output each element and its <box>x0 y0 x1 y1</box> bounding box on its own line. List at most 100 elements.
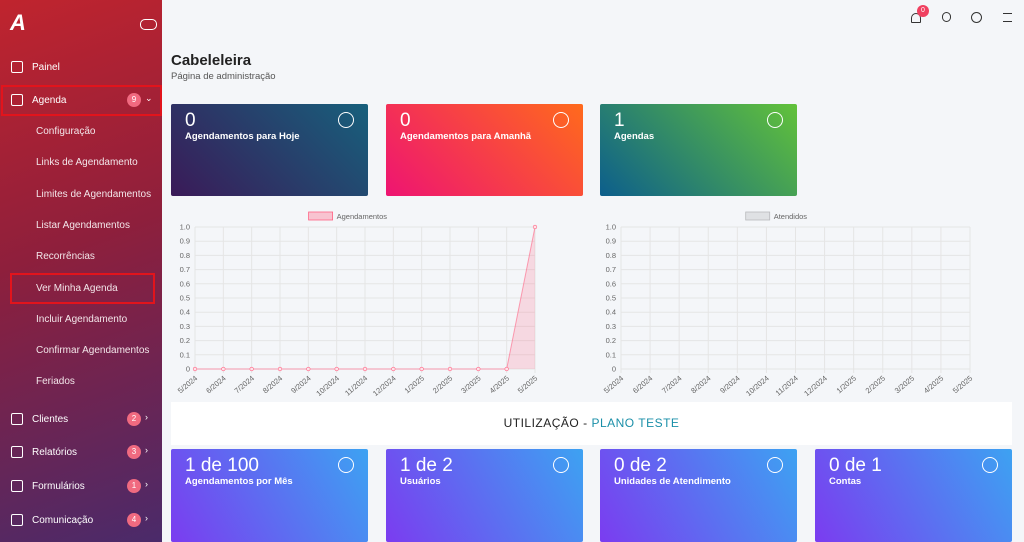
data-point <box>221 366 226 372</box>
y-tick-label: 0.4 <box>180 308 190 317</box>
x-tick-label: 6/2024 <box>204 374 227 396</box>
x-tick-label: 8/2024 <box>261 374 284 396</box>
card-icon <box>982 457 998 473</box>
y-tick-label: 0.1 <box>180 350 190 359</box>
menu-icon[interactable] <box>1003 13 1012 22</box>
x-tick-label: 9/2024 <box>718 374 741 396</box>
x-tick-label: 5/2025 <box>516 374 539 396</box>
data-point <box>277 366 283 372</box>
submenu-item[interactable]: Links de Agendamento <box>36 157 138 169</box>
usage-card: 0 de 1 Contas <box>815 449 1012 542</box>
menu-item[interactable]: Painel <box>0 52 162 82</box>
y-tick-label: 0.8 <box>180 251 190 260</box>
legend-label: Atendidos <box>774 212 808 221</box>
data-point <box>532 224 538 230</box>
x-tick-label: 3/2025 <box>459 374 482 396</box>
badge: 2 <box>127 412 141 426</box>
menu-label: Painel <box>32 61 60 73</box>
y-tick-label: 0.1 <box>606 350 616 359</box>
y-tick-label: 0.3 <box>606 322 616 331</box>
card-icon <box>767 457 783 473</box>
x-tick-label: 5/2024 <box>602 374 625 396</box>
y-tick-label: 0.5 <box>606 294 616 303</box>
highlight <box>1 85 162 116</box>
legend-label: Agendamentos <box>337 212 388 221</box>
x-tick-label: 7/2024 <box>660 374 683 396</box>
x-tick-label: 5/2024 <box>176 374 199 396</box>
data-point <box>504 366 509 372</box>
y-tick-label: 0 <box>612 365 616 374</box>
user-icon[interactable] <box>942 12 951 22</box>
menu-label: Comunicação <box>32 514 94 526</box>
x-tick-label: 6/2024 <box>631 374 654 396</box>
card-value: 0 de 1 <box>829 455 882 476</box>
page-subtitle: Página de administração <box>171 71 276 82</box>
menu-label: Clientes <box>32 413 69 425</box>
y-tick-label: 0.9 <box>180 237 190 246</box>
x-tick-label: 8/2024 <box>689 374 712 396</box>
y-tick-label: 0.3 <box>180 322 190 331</box>
y-tick-label: 0.4 <box>606 308 616 317</box>
submenu-item[interactable]: Listar Agendamentos <box>36 219 130 231</box>
card-icon <box>553 457 569 473</box>
submenu-item[interactable]: Recorrências <box>36 251 95 263</box>
y-tick-label: 0.2 <box>606 336 616 345</box>
y-tick-label: 0.6 <box>606 279 616 288</box>
submenu-item[interactable]: Feriados <box>36 376 75 388</box>
submenu-item[interactable]: Confirmar Agendamentos <box>36 345 150 357</box>
usage-title: UTILIZAÇÃO - <box>503 416 588 430</box>
submenu-item[interactable]: Limites de Agendamentos <box>36 188 152 200</box>
data-point <box>447 366 453 372</box>
x-tick-label: 12/2024 <box>371 374 398 398</box>
toggle[interactable] <box>140 19 157 30</box>
language-icon[interactable] <box>971 12 982 23</box>
card-label: Agendamentos por Mês <box>185 476 293 487</box>
y-tick-label: 0.6 <box>180 279 190 288</box>
data-point <box>362 366 368 372</box>
y-tick-label: 0.2 <box>180 336 190 345</box>
data-point <box>249 366 254 372</box>
submenu-item[interactable]: Ver Minha Agenda <box>36 282 118 294</box>
menu-label: Agenda <box>32 94 67 106</box>
badge: 4 <box>127 513 141 527</box>
legend-swatch <box>308 211 334 221</box>
menu-item[interactable]: Formulários 1 › <box>0 471 162 501</box>
x-tick-label: 9/2024 <box>289 374 312 396</box>
card-value: 0 <box>185 110 196 131</box>
menu-label: Relatórios <box>32 446 78 458</box>
x-tick-label: 1/2025 <box>835 374 858 396</box>
card-value: 0 <box>400 110 411 131</box>
data-point <box>476 366 481 372</box>
y-tick-label: 0.7 <box>180 265 190 274</box>
submenu-item[interactable]: Configuração <box>36 126 96 137</box>
data-point <box>391 366 396 372</box>
y-tick-label: 0.5 <box>180 294 190 303</box>
notification-badge: 0 <box>917 5 929 17</box>
y-tick-label: 0.8 <box>606 251 616 260</box>
bell-icon[interactable] <box>911 13 921 23</box>
x-tick-label: 4/2025 <box>488 374 511 396</box>
submenu-item[interactable]: Incluir Agendamento <box>36 313 128 325</box>
x-tick-label: 2/2025 <box>864 374 887 396</box>
x-tick-label: 5/2025 <box>951 374 974 396</box>
menu-item[interactable]: Relatórios 3 › <box>0 437 162 467</box>
usage-plan: PLANO TESTE <box>591 416 680 430</box>
y-tick-label: 1.0 <box>180 223 190 232</box>
card-value: 1 <box>614 110 625 131</box>
card-value: 0 de 2 <box>614 455 667 476</box>
menu-item[interactable]: Comunicação 4 › <box>0 505 162 535</box>
usage-card: 1 de 2 Usuários <box>386 449 583 542</box>
data-point <box>192 366 198 372</box>
usage-panel: UTILIZAÇÃO - PLANO TESTE <box>171 402 1012 445</box>
stat-card: 1 Agendas <box>600 104 797 196</box>
page-title: Cabeleleira <box>171 52 252 69</box>
card-value: 1 de 2 <box>400 455 453 476</box>
usage-card: 1 de 100 Agendamentos por Mês <box>171 449 368 542</box>
menu-item[interactable]: Clientes 2 › <box>0 404 162 434</box>
badge: 1 <box>127 479 141 493</box>
y-tick-label: 0 <box>186 365 190 374</box>
menu-item[interactable]: Agenda 9 ⌄ <box>0 85 162 115</box>
x-tick-label: 7/2024 <box>233 374 256 396</box>
highlight <box>10 273 155 304</box>
x-tick-label: 1/2025 <box>403 374 426 396</box>
